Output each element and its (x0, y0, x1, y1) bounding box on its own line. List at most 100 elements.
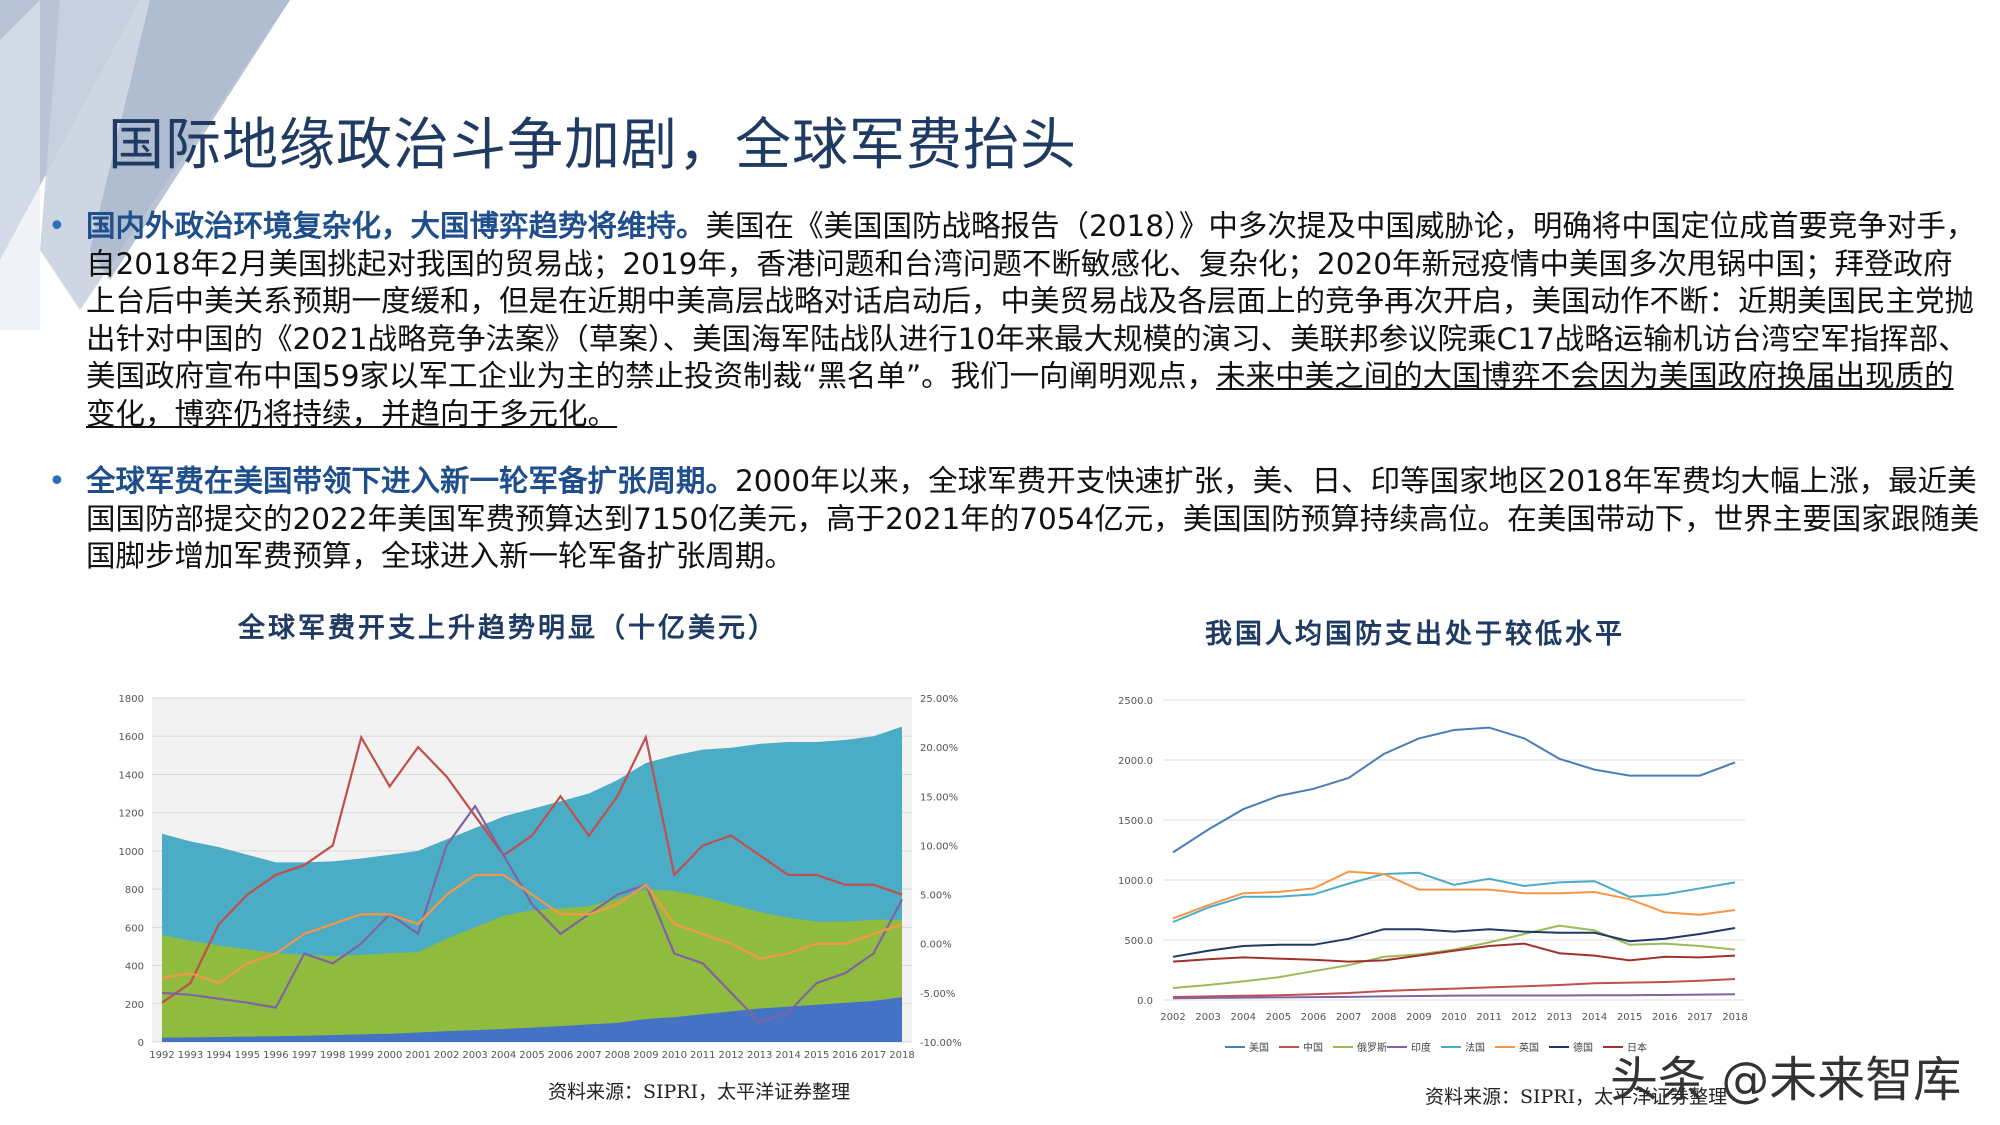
x-tick-label: 2005 (1266, 1012, 1291, 1023)
area-series-1 (162, 889, 902, 1042)
y-tick-label: 2000.0 (1118, 756, 1153, 767)
x-tick-label: 2009 (1406, 1012, 1431, 1023)
x-tick-label: 2014 (1582, 1012, 1607, 1023)
y2-tick-label: -10.00% (920, 1038, 962, 1049)
y-tick-label: 2500.0 (1118, 696, 1153, 707)
legend-label: 德国 (1573, 1041, 1593, 1054)
x-tick-label: 2007 (576, 1050, 601, 1061)
y2-tick-label: 25.00% (920, 694, 958, 705)
bullet-1-heading: 国内外政治环境复杂化，大国博弈趋势将维持。 (86, 209, 706, 243)
line-series-1 (161, 804, 903, 1024)
y2-tick-label: 5.00% (920, 891, 952, 902)
x-tick-label: 2011 (1476, 1012, 1501, 1023)
x-tick-label: 2008 (1371, 1012, 1396, 1023)
x-tick-label: 2008 (605, 1050, 630, 1061)
y-tick-label: 800 (125, 885, 144, 896)
x-tick-label: 2005 (519, 1050, 544, 1061)
bullet-dot-icon: • (48, 464, 66, 499)
y-tick-label: 0.0 (1137, 996, 1153, 1007)
x-tick-label: 2015 (804, 1050, 829, 1061)
bullet-2: • 全球军费在美国带领下进入新一轮军备扩张周期。2000年以来，全球军费开支快速… (40, 463, 1980, 576)
line-series-2 (161, 873, 903, 985)
x-tick-label: 2006 (548, 1050, 573, 1061)
x-tick-label: 1993 (178, 1050, 203, 1061)
x-tick-label: 2015 (1617, 1012, 1642, 1023)
bullet-1: • 国内外政治环境复杂化，大国博弈趋势将维持。美国在《美国国防战略报告（2018… (40, 208, 1980, 433)
chart-1-title: 全球军费开支上升趋势明显（十亿美元） (238, 613, 778, 644)
page-title: 国际地缘政治斗争加剧，全球军费抬头 (108, 113, 1077, 178)
y-tick-label: 1400 (119, 770, 144, 781)
x-tick-label: 1992 (149, 1050, 174, 1061)
x-tick-label: 1999 (349, 1050, 374, 1061)
y-tick-label: 400 (125, 962, 144, 973)
x-tick-label: 2018 (1722, 1012, 1747, 1023)
y-tick-label: 1000 (119, 847, 144, 858)
legend-label: 中国 (1303, 1041, 1323, 1054)
x-tick-label: 2007 (1336, 1012, 1361, 1023)
line-series-3 (1172, 993, 1736, 1000)
y-tick-label: 200 (125, 1000, 144, 1011)
line-series-4 (1172, 871, 1736, 923)
line-series-7 (1172, 942, 1736, 963)
bullet-1-underlined: 未来中美之间的大国博弈不会因为美国政府换届出现质的变化，博弈仍将持续，并趋向于多… (86, 359, 1954, 431)
y2-tick-label: 15.00% (920, 792, 958, 803)
x-tick-label: 2004 (1231, 1012, 1256, 1023)
x-tick-label: 2010 (662, 1050, 687, 1061)
legend-label: 俄罗斯 (1357, 1041, 1387, 1054)
x-tick-label: 1995 (235, 1050, 260, 1061)
x-tick-label: 2006 (1301, 1012, 1326, 1023)
x-tick-label: 1994 (206, 1050, 231, 1061)
x-tick-label: 2003 (462, 1050, 487, 1061)
y2-tick-label: 20.00% (920, 743, 958, 754)
x-tick-label: 2012 (1512, 1012, 1537, 1023)
legend-label: 美国 (1249, 1041, 1269, 1054)
line-series-1 (1172, 978, 1736, 998)
y-tick-label: 500.0 (1124, 936, 1153, 947)
x-tick-label: 2000 (377, 1050, 402, 1061)
y2-tick-label: 10.00% (920, 841, 958, 852)
legend-label: 英国 (1519, 1041, 1539, 1054)
line-series-0 (161, 733, 903, 1004)
x-tick-label: 2009 (633, 1050, 658, 1061)
bullet-1-text: 美国在《美国国防战略报告（2018）》中多次提及中国威胁论，明确将中国定位成首要… (86, 209, 1976, 393)
bullet-dot-icon: • (48, 209, 66, 244)
x-tick-label: 2010 (1441, 1012, 1466, 1023)
area-series-0 (162, 997, 902, 1042)
legend-label: 印度 (1411, 1041, 1431, 1054)
chart-2-title: 我国人均国防支出处于较低水平 (1205, 619, 1625, 650)
x-tick-label: 1996 (263, 1050, 288, 1061)
y-tick-label: 0 (138, 1038, 144, 1049)
x-tick-label: 1998 (320, 1050, 345, 1061)
x-tick-label: 2016 (1652, 1012, 1677, 1023)
x-tick-label: 1997 (292, 1050, 317, 1061)
x-tick-label: 2017 (1687, 1012, 1712, 1023)
global-military-spending-chart: 0 200 400 600 800 1000 1200 1400 1600 1800 -10.00%… (119, 694, 962, 1061)
watermark: 头条 @未来智库 (1610, 1052, 1962, 1108)
x-tick-label: 2018 (889, 1050, 914, 1061)
line-series-2 (1172, 924, 1736, 989)
y-tick-label: 1800 (119, 694, 144, 705)
corner-decoration (0, 0, 290, 330)
bullet-2-text: 2000年以来，全球军费开支快速扩张，美、日、印等国家地区2018年军费均大幅上… (86, 464, 1980, 573)
x-tick-label: 2002 (1160, 1012, 1185, 1023)
x-tick-label: 2014 (775, 1050, 800, 1061)
x-tick-label: 2003 (1195, 1012, 1220, 1023)
x-tick-label: 2004 (491, 1050, 516, 1061)
y-tick-label: 1200 (119, 809, 144, 820)
x-tick-label: 2002 (434, 1050, 459, 1061)
bullet-2-heading: 全球军费在美国带领下进入新一轮军备扩张周期。 (86, 464, 736, 498)
source-left: 资料来源：SIPRI，太平洋证券整理 (548, 1081, 851, 1103)
bullet-list: • 国内外政治环境复杂化，大国博弈趋势将维持。美国在《美国国防战略报告（2018… (40, 208, 1980, 606)
y2-tick-label: 0.00% (920, 940, 952, 951)
x-tick-label: 2011 (690, 1050, 715, 1061)
y-tick-label: 1500.0 (1118, 816, 1153, 827)
line-series-0 (1172, 726, 1736, 854)
line-series-6 (1172, 927, 1736, 958)
x-tick-label: 2013 (1547, 1012, 1572, 1023)
x-tick-label: 2001 (405, 1050, 430, 1061)
line-series-5 (1172, 870, 1736, 920)
source-right: 资料来源：SIPRI，太平洋证券整理 (1425, 1086, 1728, 1108)
legend-label: 法国 (1465, 1041, 1485, 1054)
x-tick-label: 2013 (747, 1050, 772, 1061)
x-tick-label: 2016 (832, 1050, 857, 1061)
